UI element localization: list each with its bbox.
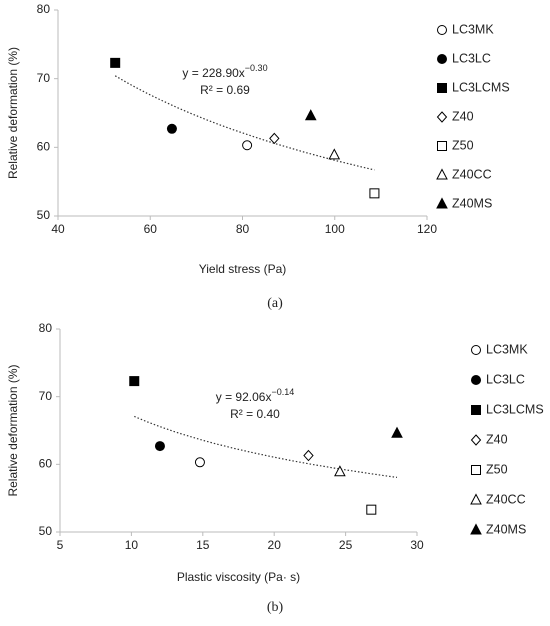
marker [436, 197, 448, 209]
legend-entry: LC3MK [471, 342, 528, 356]
legend-entry: Z50 [471, 462, 508, 476]
y-axis-label: Relative deformation (%) [6, 47, 20, 179]
x-tick-label: 60 [144, 222, 158, 236]
legend-entry: LC3LC [471, 372, 525, 386]
caption: (a) [267, 296, 283, 311]
legend-label: LC3LC [452, 51, 491, 65]
legend-entry: LC3LCMS [471, 402, 544, 416]
legend-entry: Z40MS [436, 196, 492, 210]
marker [334, 465, 346, 477]
legend-label: Z40 [486, 432, 508, 446]
marker [437, 141, 447, 151]
equation-text: y = 92.06x [216, 390, 272, 404]
y-tick-label: 80 [37, 2, 51, 16]
x-tick-label: 20 [268, 538, 282, 552]
x-axis-label: Plastic viscosity (Pa· s) [177, 570, 300, 584]
equation-text: y = 228.90x [182, 66, 244, 80]
marker [269, 132, 280, 145]
equation-exponent: −0.30 [245, 63, 268, 73]
marker [369, 188, 380, 199]
marker [303, 449, 314, 462]
legend-label: Z40MS [486, 522, 526, 536]
legend-label: Z40 [452, 109, 474, 123]
legend-entry: Z40 [470, 432, 508, 446]
x-tick-label: 80 [236, 222, 250, 236]
y-tick-label: 60 [39, 457, 53, 471]
marker [437, 54, 447, 64]
legend-label: LC3MK [452, 22, 494, 36]
marker [304, 109, 317, 121]
marker [154, 441, 165, 452]
legend-label: Z40CC [486, 492, 526, 506]
trendline [134, 415, 398, 478]
trendline-equation: y = 228.90x−0.30 [182, 63, 267, 80]
trendline-r2: R² = 0.40 [230, 407, 280, 421]
x-tick-label: 100 [325, 222, 345, 236]
legend-entry: Z50 [437, 138, 474, 152]
marker [471, 375, 481, 385]
marker [194, 457, 205, 468]
marker [437, 83, 447, 93]
trendline-equation: y = 92.06x−0.14 [216, 387, 295, 404]
legend-label: Z50 [452, 138, 474, 152]
marker [437, 25, 447, 35]
legend-entry: LC3LCMS [437, 80, 510, 94]
legend-entry: Z40 [436, 109, 474, 123]
legend-entry: LC3MK [437, 22, 494, 36]
marker [328, 148, 341, 160]
marker [366, 504, 377, 515]
equation-exponent: −0.14 [271, 387, 294, 397]
x-tick-label: 5 [57, 538, 64, 552]
y-tick-label: 70 [37, 71, 51, 85]
caption: (b) [267, 600, 284, 615]
legend-label: LC3LCMS [452, 80, 510, 94]
marker [470, 434, 482, 446]
y-axis-label: Relative deformation (%) [6, 364, 20, 496]
marker [470, 493, 482, 505]
x-tick-label: 40 [51, 222, 65, 236]
legend-label: Z50 [486, 462, 508, 476]
x-tick-label: 120 [417, 222, 437, 236]
trendline-r2: R² = 0.69 [200, 83, 250, 97]
y-tick-label: 50 [37, 208, 51, 222]
y-tick-label: 80 [39, 321, 53, 335]
marker [166, 123, 177, 134]
marker [436, 111, 448, 123]
x-axis-label: Yield stress (Pa) [199, 262, 287, 276]
y-tick-label: 70 [39, 389, 53, 403]
legend-entry: Z40MS [470, 522, 526, 536]
legend-label: LC3LCMS [486, 402, 544, 416]
marker [470, 523, 482, 535]
marker [129, 376, 140, 387]
marker [471, 405, 481, 415]
legend-entry: Z40CC [470, 492, 526, 506]
x-tick-label: 30 [410, 538, 424, 552]
marker [436, 168, 448, 180]
legend-label: LC3MK [486, 342, 528, 356]
x-tick-label: 25 [339, 538, 353, 552]
marker [391, 426, 403, 438]
marker [471, 465, 481, 475]
y-tick-label: 60 [37, 140, 51, 154]
legend-label: Z40MS [452, 196, 492, 210]
legend-entry: Z40CC [436, 167, 492, 181]
y-tick-label: 50 [39, 524, 53, 538]
legend-label: LC3LC [486, 372, 525, 386]
marker [110, 57, 121, 68]
marker [471, 345, 481, 355]
x-tick-label: 15 [196, 538, 210, 552]
x-tick-label: 10 [125, 538, 139, 552]
marker [242, 140, 253, 151]
legend-entry: LC3LC [437, 51, 491, 65]
legend-label: Z40CC [452, 167, 492, 181]
